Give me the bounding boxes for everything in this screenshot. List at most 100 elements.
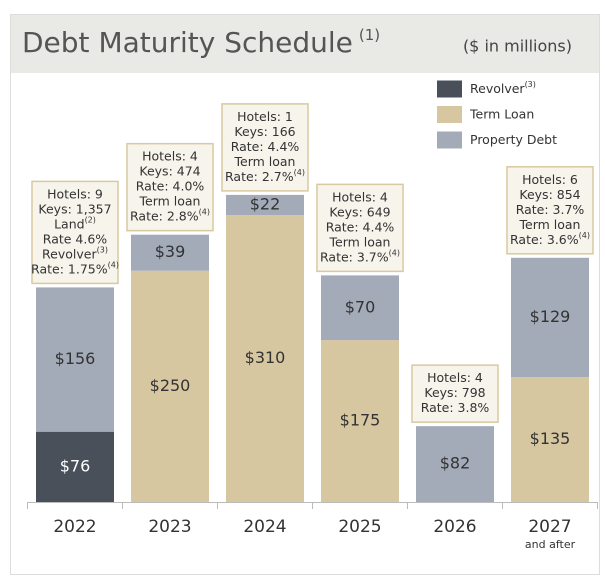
annotation-text: Rate: 2.7% <box>225 168 294 183</box>
annotation-box <box>31 180 119 285</box>
annotation-text: Rate: 3.6% <box>510 231 579 246</box>
legend-label: Property Debt <box>470 132 557 147</box>
annotation-line: Hotels: 9 <box>47 186 103 201</box>
legend-text: Term Loan <box>469 106 534 121</box>
annotation-box <box>316 183 404 273</box>
annotation-text: Revolver <box>42 246 97 261</box>
annotation-box <box>126 142 214 232</box>
value-label: $250 <box>150 376 191 395</box>
bar-segment <box>511 377 589 502</box>
annotation-text: Keys: 649 <box>329 204 390 219</box>
chart-title: Debt Maturity Schedule (1) <box>22 26 380 60</box>
legend-text: Revolver <box>470 81 525 96</box>
value-label: $129 <box>530 307 571 326</box>
legend-label: Revolver(3) <box>470 80 536 96</box>
annotation-line: Rate: 3.6%(4) <box>510 230 590 246</box>
value-label: $22 <box>250 195 281 214</box>
annotation-line: Keys: 166 <box>234 123 295 138</box>
bar-segment <box>131 270 209 502</box>
subtitle: ($ in millions) <box>463 37 572 56</box>
x-tick-label: 2025 <box>338 517 381 537</box>
legend-text: Property Debt <box>470 132 557 147</box>
annotation-text: Term loan <box>519 216 581 231</box>
annotation-text: Rate 4.6% <box>43 231 108 246</box>
value-label: $156 <box>55 349 96 368</box>
value-label: $76 <box>60 456 91 475</box>
annotation-line: Term loan <box>329 234 391 249</box>
annotation-text: Term loan <box>234 153 296 168</box>
bar-segment <box>321 275 399 341</box>
annotation-line: Term loan <box>234 153 296 168</box>
annotation-line: Hotels: 1 <box>237 108 293 123</box>
annotation-text: Rate: 4.4% <box>231 138 300 153</box>
annotation-text: Term loan <box>329 234 391 249</box>
annotation-text: Hotels: 1 <box>237 108 293 123</box>
annotation-line: Rate: 4.4% <box>326 219 395 234</box>
annotation-line: Land(2) <box>54 215 96 231</box>
annotation-text: Rate: 2.8% <box>130 208 199 223</box>
x-tick-label: 2024 <box>243 517 286 537</box>
title-sup: (1) <box>359 26 380 44</box>
annotation-text: Hotels: 4 <box>142 148 198 163</box>
x-tick-label: 2026 <box>433 517 476 537</box>
annotation-text: Rate: 3.7% <box>320 249 389 264</box>
annotation-box <box>506 166 594 255</box>
annotation-text: Hotels: 4 <box>332 189 388 204</box>
annotation-line: Hotels: 6 <box>522 171 578 186</box>
annotation-text: Rate: 3.8% <box>421 400 490 415</box>
annotation-sup: (4) <box>199 207 210 216</box>
annotation-line: Rate: 3.7%(4) <box>320 248 400 264</box>
annotation-line: Rate: 1.75%(4) <box>31 260 119 276</box>
annotation-line: Rate: 3.8% <box>421 400 490 415</box>
annotation-sup: (2) <box>85 215 96 224</box>
annotation-line: Revolver(3) <box>42 245 108 261</box>
annotation-text: Keys: 474 <box>139 163 200 178</box>
legend-swatch <box>437 80 462 98</box>
annotation-line: Keys: 474 <box>139 163 200 178</box>
annotation-line: Hotels: 4 <box>142 148 198 163</box>
annotation-line: Term loan <box>139 193 201 208</box>
annotation-text: Rate: 4.4% <box>326 219 395 234</box>
annotation-sup: (3) <box>97 245 108 254</box>
annotation-box <box>221 103 309 192</box>
annotation-line: Rate: 2.7%(4) <box>225 167 305 183</box>
bar-segment <box>226 215 304 502</box>
value-label: $135 <box>530 429 571 448</box>
legend-swatch <box>437 106 462 123</box>
annotation-line: Term loan <box>519 216 581 231</box>
annotation-text: Term loan <box>139 193 201 208</box>
annotation-text: Rate: 4.0% <box>136 178 205 193</box>
annotation-line: Rate: 4.4% <box>231 138 300 153</box>
annotation-text: Hotels: 6 <box>522 171 578 186</box>
legend-label: Term Loan <box>469 106 534 121</box>
annotation-line: Rate: 2.8%(4) <box>130 207 210 223</box>
title-text: Debt Maturity Schedule <box>22 26 353 59</box>
annotation-sup: (4) <box>579 230 590 239</box>
annotation-line: Rate: 3.7% <box>516 201 585 216</box>
annotation-line: Keys: 1,357 <box>38 201 111 216</box>
annotation-text: Hotels: 4 <box>427 370 483 385</box>
bar-segment <box>511 257 589 378</box>
annotation-box <box>411 364 499 423</box>
header-band <box>11 15 599 73</box>
value-label: $310 <box>245 348 286 367</box>
annotation-line: Hotels: 4 <box>427 370 483 385</box>
bar-segment <box>131 234 209 271</box>
annotation-sup: (4) <box>389 248 400 257</box>
legend-swatch <box>437 131 462 149</box>
annotation-text: Keys: 798 <box>424 385 485 400</box>
bar-segment <box>226 194 304 216</box>
legend-sup: (3) <box>525 80 536 89</box>
annotation-line: Keys: 854 <box>519 186 580 201</box>
x-tick-label: 2022 <box>53 517 96 537</box>
bar-segment <box>321 340 399 502</box>
x-tick-note: and after <box>525 538 576 551</box>
annotation-line: Keys: 649 <box>329 204 390 219</box>
annotation-line: Rate 4.6% <box>43 231 108 246</box>
annotation-line: Hotels: 4 <box>332 189 388 204</box>
annotation-text: Rate: 1.75% <box>31 261 108 276</box>
value-label: $175 <box>340 411 381 430</box>
value-label: $70 <box>345 297 376 316</box>
